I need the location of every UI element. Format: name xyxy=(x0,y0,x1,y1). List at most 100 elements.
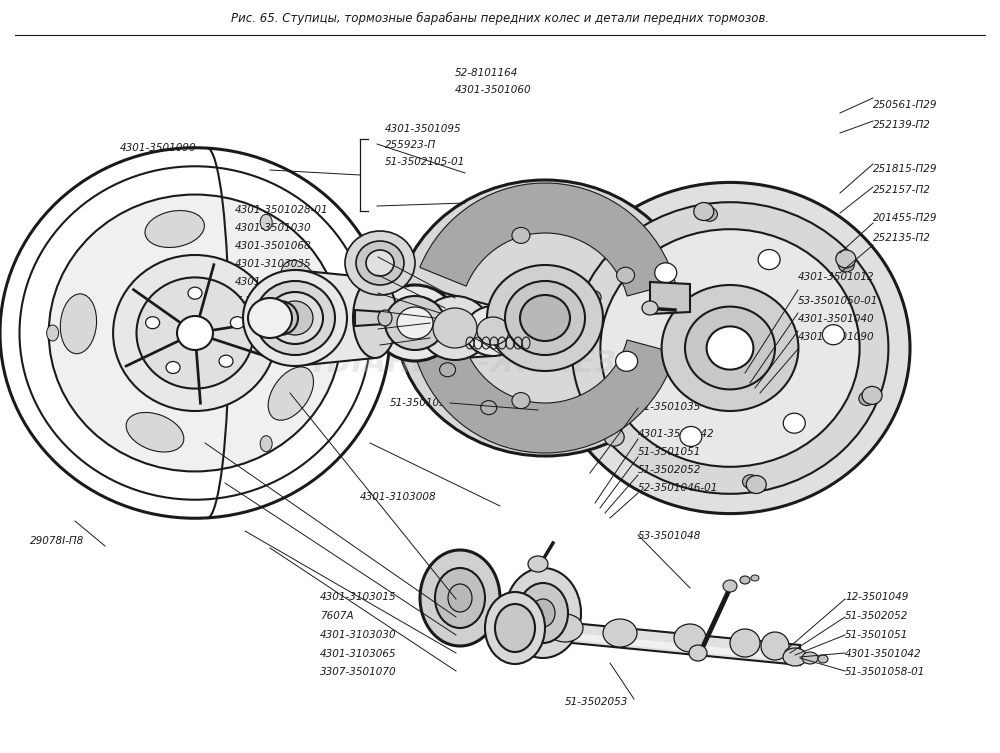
Text: 250561-П29: 250561-П29 xyxy=(873,99,938,110)
Text: 52-3501046-01: 52-3501046-01 xyxy=(638,483,718,493)
Ellipse shape xyxy=(395,180,695,456)
Text: 51-3501058-01: 51-3501058-01 xyxy=(390,398,470,408)
Ellipse shape xyxy=(547,614,583,642)
Polygon shape xyxy=(355,310,385,326)
Ellipse shape xyxy=(585,291,601,304)
Text: 4301-3501028-01: 4301-3501028-01 xyxy=(235,205,329,215)
Ellipse shape xyxy=(267,292,323,344)
Ellipse shape xyxy=(617,352,635,369)
Ellipse shape xyxy=(435,568,485,628)
Text: 29078І-П8: 29078І-П8 xyxy=(30,535,84,546)
Ellipse shape xyxy=(113,255,277,411)
Text: 201455-П29: 201455-П29 xyxy=(873,212,938,223)
Ellipse shape xyxy=(268,367,314,420)
Ellipse shape xyxy=(443,310,461,326)
Ellipse shape xyxy=(280,260,322,316)
Ellipse shape xyxy=(481,401,497,415)
Ellipse shape xyxy=(49,194,341,471)
Ellipse shape xyxy=(746,475,766,493)
Text: 7607А: 7607А xyxy=(320,611,354,621)
Ellipse shape xyxy=(707,326,753,370)
Ellipse shape xyxy=(761,632,789,660)
Polygon shape xyxy=(415,285,493,361)
Text: 4301-3103035: 4301-3103035 xyxy=(235,259,312,270)
Ellipse shape xyxy=(260,436,272,452)
Text: 51-3501051: 51-3501051 xyxy=(638,447,701,457)
Ellipse shape xyxy=(528,556,548,572)
Ellipse shape xyxy=(477,317,509,345)
Ellipse shape xyxy=(604,428,624,446)
Ellipse shape xyxy=(255,281,335,355)
Text: 4301-3501095: 4301-3501095 xyxy=(385,123,462,134)
Ellipse shape xyxy=(345,231,415,295)
Ellipse shape xyxy=(512,227,530,243)
Ellipse shape xyxy=(440,363,456,376)
Ellipse shape xyxy=(859,392,875,406)
Ellipse shape xyxy=(177,316,213,350)
Ellipse shape xyxy=(680,426,702,447)
Ellipse shape xyxy=(145,211,204,248)
Text: 51-3502052: 51-3502052 xyxy=(638,465,701,475)
Ellipse shape xyxy=(674,624,706,652)
Ellipse shape xyxy=(260,215,272,230)
Ellipse shape xyxy=(378,310,392,326)
Ellipse shape xyxy=(578,291,598,309)
Text: 4301-3103030: 4301-3103030 xyxy=(320,630,397,640)
Ellipse shape xyxy=(617,267,635,283)
Text: 4301-3501030: 4301-3501030 xyxy=(235,223,312,233)
Text: 4301-3501090: 4301-3501090 xyxy=(120,143,197,154)
Text: 252139-П2: 252139-П2 xyxy=(873,120,931,130)
Text: 252157-П2: 252157-П2 xyxy=(873,184,931,195)
Text: 4301-3501012: 4301-3501012 xyxy=(798,272,875,282)
Ellipse shape xyxy=(606,424,622,438)
Ellipse shape xyxy=(448,584,472,612)
Wedge shape xyxy=(417,340,675,453)
Text: 51-3502053: 51-3502053 xyxy=(565,697,628,707)
Text: 53-3501048: 53-3501048 xyxy=(638,531,701,541)
Text: 4301-3103015: 4301-3103015 xyxy=(320,592,397,602)
Ellipse shape xyxy=(188,287,202,299)
Ellipse shape xyxy=(357,246,393,280)
Ellipse shape xyxy=(642,301,658,315)
Text: Рис. 65. Ступицы, тормозные барабаны передних колес и детали передних тормозов.: Рис. 65. Ступицы, тормозные барабаны пер… xyxy=(231,11,769,25)
Ellipse shape xyxy=(373,285,457,361)
Text: 3307-3501070: 3307-3501070 xyxy=(320,667,397,678)
Ellipse shape xyxy=(758,249,780,270)
Ellipse shape xyxy=(862,386,882,404)
Ellipse shape xyxy=(420,296,490,360)
Ellipse shape xyxy=(243,270,347,366)
Ellipse shape xyxy=(518,583,568,643)
Ellipse shape xyxy=(802,652,818,664)
Ellipse shape xyxy=(512,392,530,409)
Ellipse shape xyxy=(166,361,180,373)
Ellipse shape xyxy=(487,265,603,371)
Ellipse shape xyxy=(616,352,638,371)
Text: 51-3501035: 51-3501035 xyxy=(638,401,701,412)
Ellipse shape xyxy=(531,599,555,627)
Text: 4301-3501060: 4301-3501060 xyxy=(455,85,532,96)
Ellipse shape xyxy=(520,295,570,341)
Text: 51-3501058-01: 51-3501058-01 xyxy=(845,667,925,678)
Ellipse shape xyxy=(783,648,807,666)
Ellipse shape xyxy=(822,325,844,345)
Ellipse shape xyxy=(550,182,910,514)
Polygon shape xyxy=(522,628,798,662)
Ellipse shape xyxy=(723,580,737,592)
Text: 52-8101164: 52-8101164 xyxy=(455,68,518,78)
Ellipse shape xyxy=(730,629,760,657)
Ellipse shape xyxy=(219,355,233,367)
Ellipse shape xyxy=(433,308,477,348)
Polygon shape xyxy=(650,282,690,314)
Text: 4301-3103065: 4301-3103065 xyxy=(320,648,397,659)
Text: 12-3501049: 12-3501049 xyxy=(845,592,908,602)
Ellipse shape xyxy=(230,317,244,329)
Ellipse shape xyxy=(465,306,521,356)
Ellipse shape xyxy=(126,413,184,452)
Text: ПЛАНЕТА-ЖЕЛЕЗЯКА: ПЛАНЕТА-ЖЕЛЕЗЯКА xyxy=(312,349,688,377)
Ellipse shape xyxy=(655,263,677,283)
Ellipse shape xyxy=(694,203,714,221)
Text: 51-3501051: 51-3501051 xyxy=(845,630,908,640)
Ellipse shape xyxy=(146,317,160,329)
Ellipse shape xyxy=(385,296,445,350)
Ellipse shape xyxy=(600,229,860,467)
